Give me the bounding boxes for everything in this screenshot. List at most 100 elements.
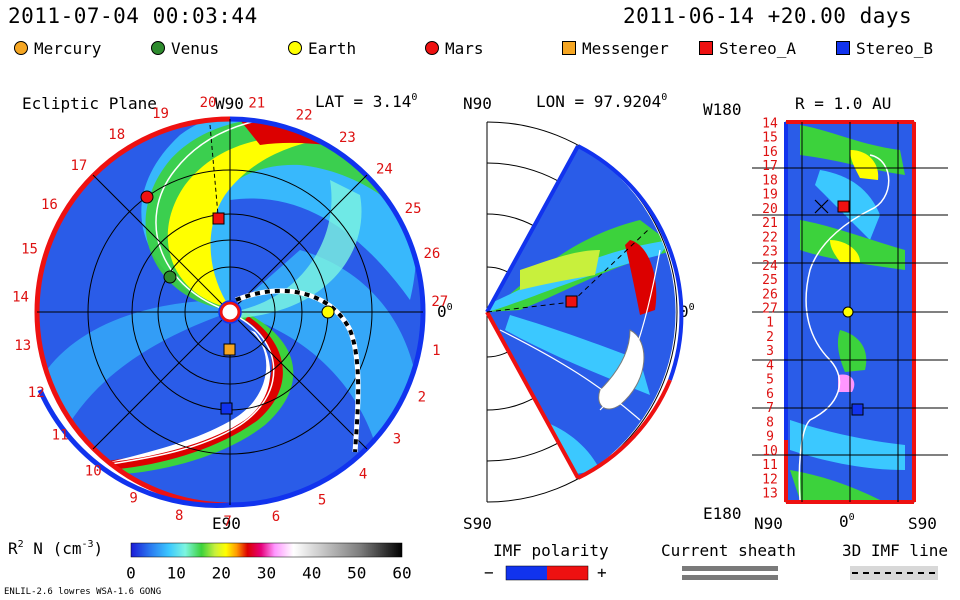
radial-panel: 1415161718192021222324252627123456789101…	[752, 117, 948, 504]
rotation-number: 19	[152, 106, 169, 122]
radial-green-bottom	[790, 470, 880, 500]
meridional-lon: LON = 97.92040	[536, 92, 667, 111]
radial-y-tick: 10	[762, 444, 778, 459]
meridional-right-label: 00	[679, 302, 695, 321]
rotation-number: 22	[296, 108, 313, 124]
meridional-yellow-patch	[520, 250, 600, 290]
radial-y-tick: 2	[766, 330, 774, 345]
rotation-number: 6	[272, 509, 280, 525]
radial-y-tick: 4	[766, 358, 774, 373]
ecliptic-rim-segment	[37, 388, 231, 508]
ecliptic-top-label: W90	[215, 94, 244, 113]
imf-polarity-title: IMF polarity	[493, 541, 609, 560]
radial-yellow-mid	[830, 240, 860, 262]
radial-y-tick: 8	[766, 415, 774, 430]
radial-y-tick: 3	[766, 344, 774, 359]
legend-stereo-b: Stereo_B	[836, 38, 933, 58]
rotation-number: 12	[28, 385, 45, 401]
ecliptic-current-sheath	[104, 115, 321, 466]
colorbar-tick-label: 60	[392, 564, 411, 583]
colorbar	[130, 542, 403, 558]
radial-y-tick: 5	[766, 373, 774, 388]
earth-marker-icon	[321, 305, 335, 319]
radial-current-sheath	[798, 154, 890, 501]
messenger-marker-icon	[223, 343, 236, 356]
radial-y-tick: 19	[762, 188, 778, 203]
colorbar-label-sup: 2	[17, 539, 24, 550]
radial-y-tick: 12	[762, 472, 778, 487]
radial-y-tick-labels: 1415161718192021222324252627123456789101…	[762, 117, 778, 502]
rotation-number: 7	[223, 514, 231, 530]
radial-y-tick: 24	[762, 259, 778, 274]
ecliptic-lat-value: LAT = 3.14	[315, 92, 412, 111]
legend-messenger: Messenger	[562, 38, 669, 58]
ecliptic-right-label: 00	[437, 302, 453, 321]
colorbar-tick-label: 50	[347, 564, 366, 583]
meridional-white-patch	[598, 329, 645, 410]
radial-y-tick: 14	[762, 117, 778, 132]
rotation-number: 23	[339, 130, 356, 146]
radial-y-tick: 22	[762, 230, 778, 245]
imf-line-swatch-bg	[850, 566, 938, 580]
legend-venus: Venus	[151, 38, 219, 58]
radial-green-mid	[800, 220, 905, 270]
timestamp: 2011-07-04 00:03:44	[8, 4, 258, 28]
colorbar-tick-label: 0	[126, 564, 136, 583]
meridional-rim-blue	[577, 144, 684, 381]
ecliptic-yellow-arm	[167, 137, 320, 308]
meridional-right-unit: 0	[688, 302, 695, 313]
colorbar-ticks: 0 10 20 30 40 50 60	[126, 564, 411, 583]
rotation-number: 13	[14, 338, 31, 354]
radial-bottom-left-label: E180	[703, 504, 742, 523]
stereo-a-marker-icon	[212, 212, 225, 225]
mars-marker-icon	[140, 190, 154, 204]
ecliptic-lower-red-arm	[100, 316, 283, 470]
ecliptic-right-value: 0	[437, 302, 447, 321]
legend-stereo-b-label: Stereo_B	[856, 38, 934, 58]
ecliptic-lat: LAT = 3.140	[315, 92, 417, 111]
meridional-stereo-a-marker-icon	[565, 295, 578, 308]
radial-y-tick: 1	[766, 316, 774, 331]
meridional-bottom-label: S90	[463, 514, 492, 533]
radial-y-tick: 25	[762, 273, 778, 288]
meridional-lon-unit: 0	[661, 92, 668, 103]
legend-mercury: Mercury	[14, 38, 101, 58]
rotation-number: 26	[423, 246, 440, 262]
stereo-a-square-icon	[699, 41, 713, 55]
rotation-number: 5	[318, 493, 326, 509]
sun-rim-icon	[218, 300, 242, 324]
meridional-red-patch	[625, 240, 657, 315]
radial-stereo-b-marker-icon	[851, 403, 864, 416]
rotation-number: 16	[41, 197, 58, 213]
radial-cross-icon	[814, 199, 829, 214]
radial-y-tick: 21	[762, 216, 778, 231]
ecliptic-rotation-numbers: 20 21222324252627123456789101112131415161…	[12, 95, 448, 530]
imf-line-title: 3D IMF line	[842, 541, 948, 560]
rotation-number: 8	[175, 508, 183, 524]
rotation-number: 27	[431, 294, 448, 310]
radial-r-label: R = 1.0 AU	[795, 94, 892, 113]
radial-y-tick: 6	[766, 387, 774, 402]
stereo-a-field-line	[209, 124, 219, 216]
colorbar-label-r: R	[8, 539, 18, 558]
polarity-frame	[505, 565, 589, 581]
rotation-number: 17	[70, 158, 87, 174]
legend-earth: Earth	[288, 38, 356, 58]
venus-circle-icon	[151, 41, 165, 55]
radial-y-tick: 7	[766, 401, 774, 416]
colorbar-tick-label: 40	[302, 564, 321, 583]
rotation-number: 20	[200, 95, 217, 111]
radial-earth-marker-icon	[842, 306, 854, 318]
ecliptic-bottom-label: E90	[212, 514, 241, 533]
ecliptic-title: Ecliptic Plane	[22, 94, 157, 113]
colorbar-label: R2 N (cm-3)	[8, 539, 103, 558]
radial-green-top	[800, 125, 905, 175]
sheath-swatch-top	[682, 566, 778, 571]
imf-polarity-minus: −	[484, 563, 494, 582]
current-sheath-title: Current sheath	[661, 541, 796, 560]
colorbar-tick-label: 30	[257, 564, 276, 583]
rotation-number: 10	[85, 463, 102, 479]
radial-y-tick: 17	[762, 159, 778, 174]
rotation-number: 25	[405, 201, 422, 217]
